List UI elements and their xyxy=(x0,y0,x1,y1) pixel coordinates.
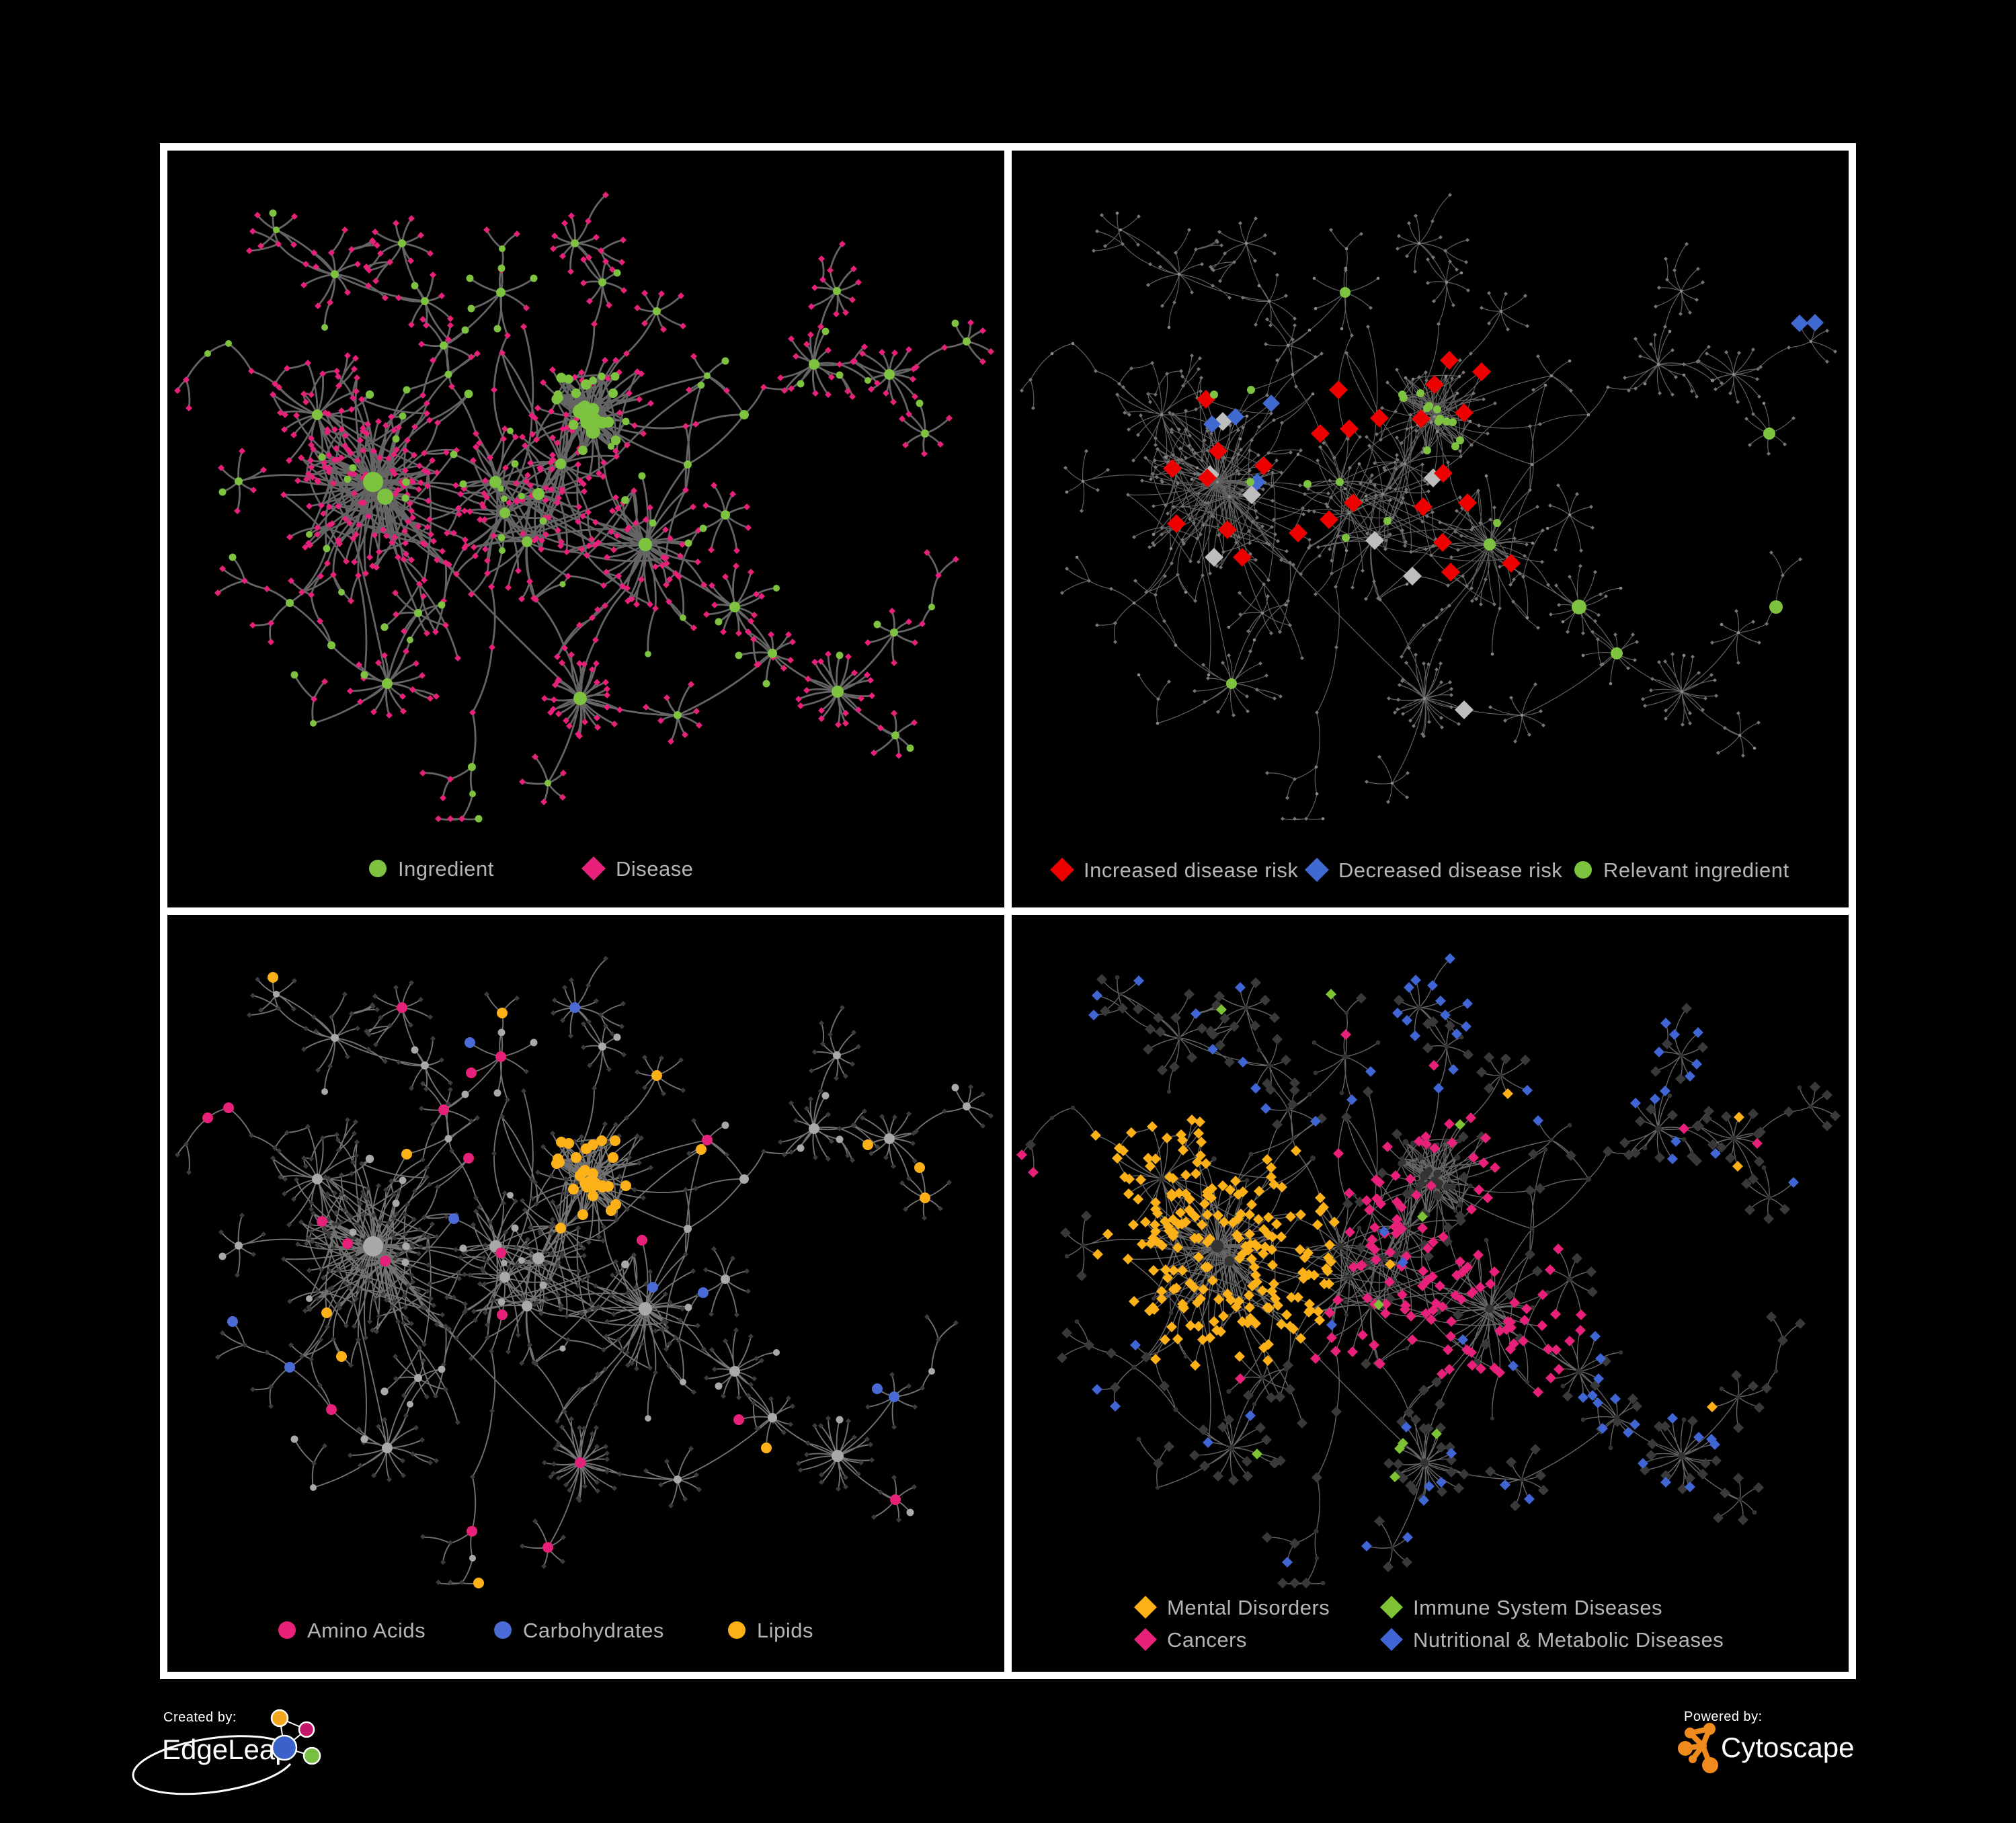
svg-text:EdgeLeap: EdgeLeap xyxy=(162,1734,291,1765)
svg-text:Created by:: Created by: xyxy=(163,1710,237,1725)
svg-text:Mental Disorders: Mental Disorders xyxy=(1167,1596,1330,1619)
svg-text:Lipids: Lipids xyxy=(757,1619,813,1642)
svg-text:Disease: Disease xyxy=(616,857,694,881)
svg-text:Powered by:: Powered by: xyxy=(1684,1709,1763,1724)
svg-text:Cancers: Cancers xyxy=(1167,1628,1247,1652)
svg-text:Nutritional & Metabolic Diseas: Nutritional & Metabolic Diseases xyxy=(1413,1628,1724,1652)
svg-text:Amino Acids: Amino Acids xyxy=(307,1619,426,1642)
svg-text:Carbohydrates: Carbohydrates xyxy=(523,1619,664,1642)
svg-text:Relevant ingredient: Relevant ingredient xyxy=(1603,858,1789,882)
svg-text:Ingredient: Ingredient xyxy=(398,857,494,881)
svg-text:Cytoscape: Cytoscape xyxy=(1721,1732,1854,1763)
svg-text:Decreased disease risk: Decreased disease risk xyxy=(1338,858,1562,882)
svg-text:Immune System Diseases: Immune System Diseases xyxy=(1413,1596,1662,1619)
svg-text:Increased disease risk: Increased disease risk xyxy=(1084,858,1298,882)
